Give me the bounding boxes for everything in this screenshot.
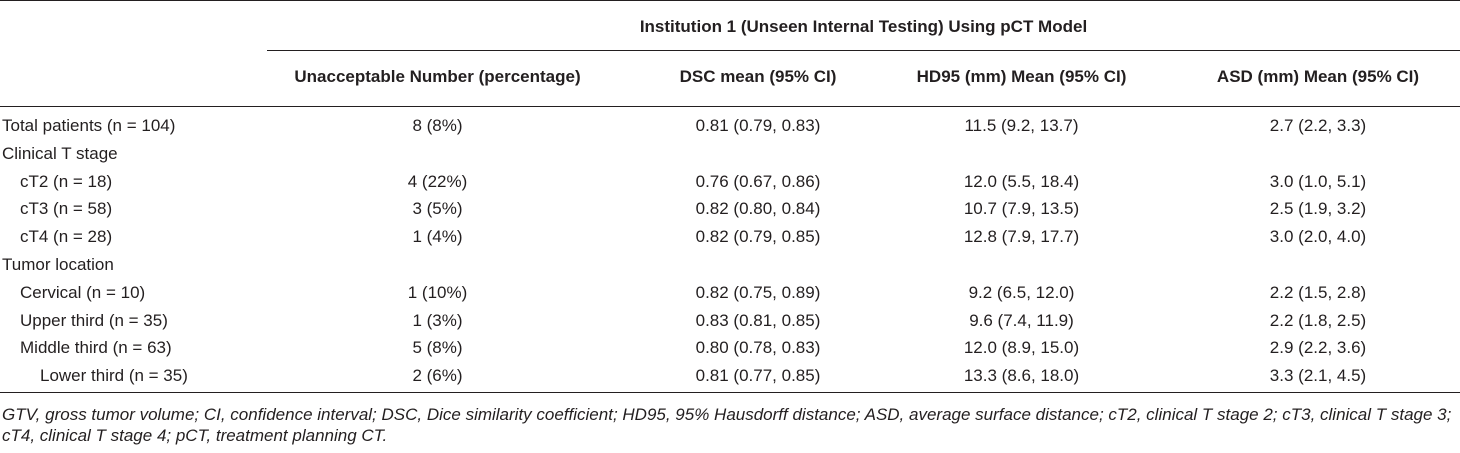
row-label: cT2 (n = 18) (20, 172, 113, 191)
column-header-hd95: HD95 (mm) Mean (95% CI) (916, 67, 1127, 86)
row-label: Clinical T stage (2, 144, 118, 163)
asd-cell: 2.2 (1.5, 2.8) (1269, 283, 1367, 302)
dsc-cell: 0.81 (0.79, 0.83) (695, 116, 821, 135)
hd95-cell: 12.0 (5.5, 18.4) (963, 172, 1080, 191)
asd-cell: 2.2 (1.8, 2.5) (1269, 311, 1367, 330)
unacceptable-cell: 1 (4%) (412, 227, 463, 246)
unacceptable-cell: 2 (6%) (412, 366, 463, 385)
row-label: cT4 (n = 28) (20, 227, 113, 246)
bottom-rule (0, 392, 1460, 393)
row-label: Total patients (n = 104) (2, 116, 176, 135)
hd95-cell: 12.8 (7.9, 17.7) (963, 227, 1080, 246)
row-label: Tumor location (2, 255, 114, 274)
unacceptable-cell: 3 (5%) (412, 199, 463, 218)
header-rule (0, 106, 1460, 107)
top-rule (0, 0, 1460, 1)
asd-cell: 3.0 (1.0, 5.1) (1269, 172, 1367, 191)
table-footnote: GTV, gross tumor volume; CI, confidence … (2, 405, 1452, 445)
unacceptable-cell: 8 (8%) (412, 116, 463, 135)
asd-cell: 3.3 (2.1, 4.5) (1269, 366, 1367, 385)
row-label: Cervical (n = 10) (20, 283, 146, 302)
unacceptable-cell: 1 (3%) (412, 311, 463, 330)
hd95-cell: 11.5 (9.2, 13.7) (964, 116, 1079, 135)
dsc-cell: 0.82 (0.79, 0.85) (695, 227, 821, 246)
hd95-cell: 9.6 (7.4, 11.9) (969, 311, 1074, 330)
asd-cell: 2.9 (2.2, 3.6) (1269, 338, 1367, 357)
column-header-dsc: DSC mean (95% CI) (679, 67, 837, 86)
column-header-asd: ASD (mm) Mean (95% CI) (1216, 67, 1420, 86)
hd95-cell: 9.2 (6.5, 12.0) (968, 283, 1075, 302)
dsc-cell: 0.81 (0.77, 0.85) (695, 366, 821, 385)
dsc-cell: 0.83 (0.81, 0.85) (695, 311, 821, 330)
row-label: Upper third (n = 35) (20, 311, 168, 330)
row-label: Lower third (n = 35) (40, 366, 188, 385)
row-label: cT3 (n = 58) (20, 199, 113, 218)
hd95-cell: 12.0 (8.9, 15.0) (963, 338, 1080, 357)
hd95-cell: 13.3 (8.6, 18.0) (963, 366, 1080, 385)
dsc-cell: 0.76 (0.67, 0.86) (695, 172, 821, 191)
group-header: Institution 1 (Unseen Internal Testing) … (639, 17, 1088, 36)
dsc-cell: 0.82 (0.80, 0.84) (695, 199, 821, 218)
column-header-unacceptable: Unacceptable Number (percentage) (294, 67, 581, 86)
asd-cell: 2.7 (2.2, 3.3) (1269, 116, 1367, 135)
group-header-rule (267, 50, 1460, 51)
unacceptable-cell: 1 (10%) (407, 283, 468, 302)
asd-cell: 3.0 (2.0, 4.0) (1269, 227, 1367, 246)
row-label: Middle third (n = 63) (20, 338, 172, 357)
asd-cell: 2.5 (1.9, 3.2) (1269, 199, 1367, 218)
hd95-cell: 10.7 (7.9, 13.5) (963, 199, 1080, 218)
unacceptable-cell: 5 (8%) (412, 338, 463, 357)
unacceptable-cell: 4 (22%) (407, 172, 468, 191)
dsc-cell: 0.80 (0.78, 0.83) (695, 338, 821, 357)
dsc-cell: 0.82 (0.75, 0.89) (695, 283, 821, 302)
